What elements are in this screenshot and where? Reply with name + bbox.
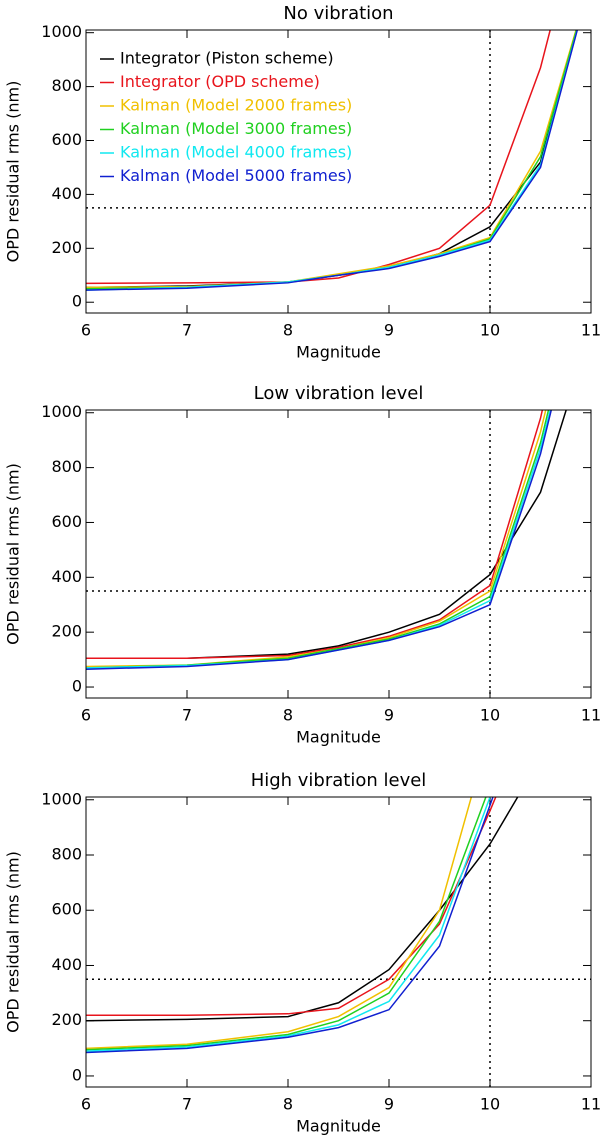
series-line <box>86 30 551 285</box>
x-axis-label: Magnitude <box>296 1117 381 1136</box>
x-tick-label: 8 <box>283 1095 293 1114</box>
series-line <box>86 797 494 1054</box>
series-line <box>86 797 487 1051</box>
x-tick-label: 9 <box>384 321 394 340</box>
x-tick-label: 8 <box>283 321 293 340</box>
legend-label: Kalman (Model 5000 frames) <box>120 166 352 185</box>
y-tick-label: 600 <box>51 512 82 531</box>
x-tick-label: 9 <box>384 1095 394 1114</box>
panel: Low vibration level Magnitude OPD residual… <box>4 383 600 747</box>
x-tick-label: 10 <box>480 706 500 725</box>
x-tick-label: 6 <box>81 706 91 725</box>
y-tick-label: 400 <box>51 955 82 974</box>
series-line <box>86 410 550 669</box>
y-tick-label: 200 <box>51 1010 82 1029</box>
x-tick-label: 10 <box>480 321 500 340</box>
x-tick-label: 11 <box>581 1095 600 1114</box>
y-tick-label: 0 <box>72 1065 82 1084</box>
y-axis-label: OPD residual rms (nm) <box>4 851 23 1033</box>
y-tick-label: 1000 <box>41 789 82 808</box>
panel: No vibration Magnitude OPD residual rms (n… <box>4 3 600 362</box>
panel: High vibration level Magnitude OPD residua… <box>4 770 600 1136</box>
plot-frame <box>85 29 592 314</box>
x-tick-label: 7 <box>182 706 192 725</box>
plot-frame <box>85 409 592 699</box>
legend-label: Integrator (OPD scheme) <box>120 72 320 91</box>
chart-title: Low vibration level <box>254 383 424 404</box>
lines <box>86 410 567 670</box>
y-tick-label: 0 <box>72 292 82 311</box>
y-tick-label: 200 <box>51 238 82 257</box>
legend-label: Kalman (Model 2000 frames) <box>120 96 352 115</box>
x-tick-label: 11 <box>581 706 600 725</box>
x-tick-label: 7 <box>182 1095 192 1114</box>
y-axis-label: OPD residual rms (nm) <box>4 463 23 645</box>
series-line <box>86 30 578 291</box>
y-tick-label: 1000 <box>41 402 82 421</box>
x-axis-label: Magnitude <box>296 343 381 362</box>
series-line <box>86 410 553 670</box>
legend-label: Kalman (Model 3000 frames) <box>120 119 352 138</box>
x-tick-label: 6 <box>81 1095 91 1114</box>
plot-frame <box>85 796 592 1088</box>
x-tick-label: 6 <box>81 321 91 340</box>
x-axis-label: Magnitude <box>296 728 381 747</box>
y-tick-label: 600 <box>51 130 82 149</box>
y-tick-label: 400 <box>51 184 82 203</box>
y-tick-label: 400 <box>51 567 82 586</box>
y-tick-label: 0 <box>72 677 82 696</box>
series-line <box>86 797 519 1022</box>
lines <box>86 797 519 1054</box>
series-line <box>86 410 567 659</box>
y-tick-label: 1000 <box>41 22 82 41</box>
y-tick-label: 600 <box>51 900 82 919</box>
x-tick-label: 7 <box>182 321 192 340</box>
y-tick-label: 800 <box>51 457 82 476</box>
series-line <box>86 410 544 659</box>
y-tick-label: 800 <box>51 845 82 864</box>
series-line <box>86 797 491 1052</box>
x-tick-label: 9 <box>384 706 394 725</box>
chart-title: No vibration <box>283 3 393 24</box>
series-line <box>86 797 473 1050</box>
x-tick-label: 10 <box>480 1095 500 1114</box>
series-line <box>86 797 497 1016</box>
y-tick-label: 200 <box>51 622 82 641</box>
y-tick-label: 800 <box>51 76 82 95</box>
series-line <box>86 30 579 291</box>
series-line <box>86 410 551 669</box>
legend-label: Integrator (Piston scheme) <box>120 49 334 68</box>
legend-label: Kalman (Model 4000 frames) <box>120 143 352 162</box>
y-axis-label: OPD residual rms (nm) <box>4 81 23 263</box>
chart-title: High vibration level <box>251 770 427 791</box>
x-tick-label: 11 <box>581 321 600 340</box>
lines <box>86 30 579 291</box>
x-tick-label: 8 <box>283 706 293 725</box>
